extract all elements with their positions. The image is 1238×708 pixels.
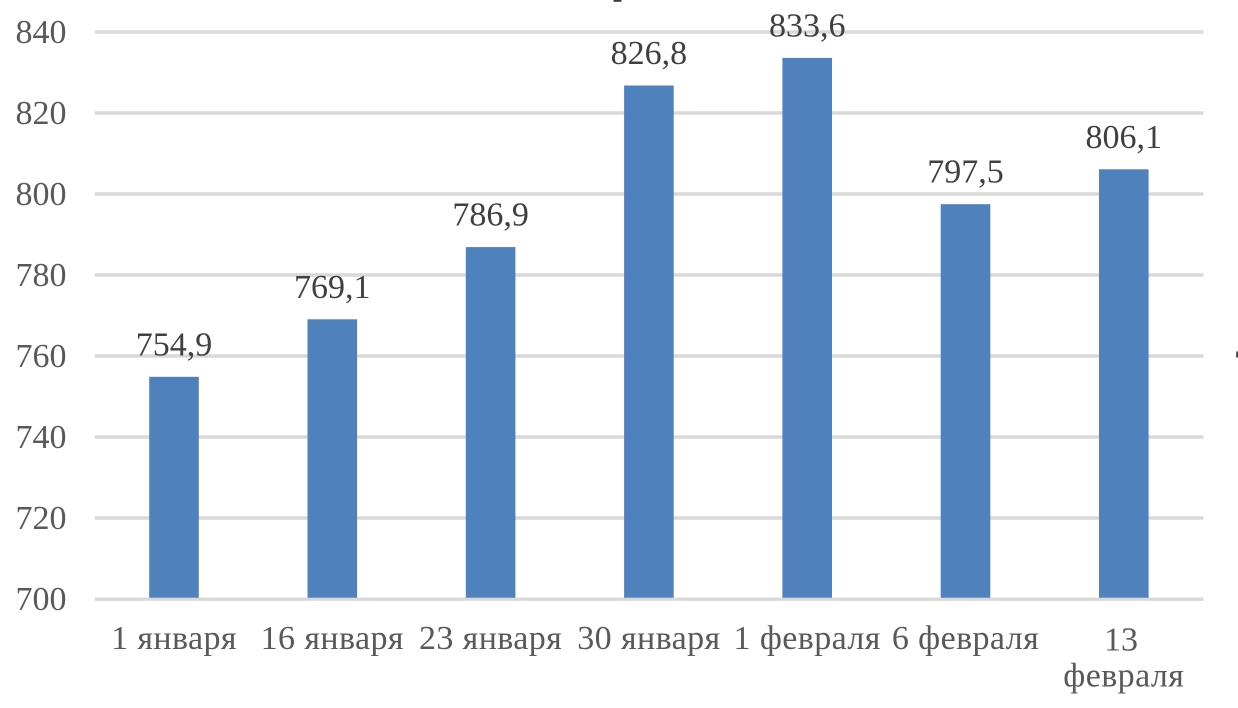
svg-text:833,6: 833,6 [769,7,846,44]
svg-text:февраля: февраля [1063,658,1184,695]
svg-text:806,1: 806,1 [1086,119,1163,156]
svg-text:13: 13 [1104,622,1138,659]
svg-text:30 января: 30 января [577,620,720,657]
svg-text:720: 720 [16,500,67,537]
svg-text:840: 840 [16,14,67,51]
svg-text:16 января: 16 января [261,620,404,657]
svg-text:780: 780 [16,257,67,294]
svg-text:800: 800 [16,176,67,213]
svg-text:1 января: 1 января [111,620,237,657]
svg-text:754,9: 754,9 [136,326,213,363]
svg-text:1 февраля: 1 февраля [734,620,881,657]
svg-text:740: 740 [16,419,67,456]
svg-text:23 января: 23 января [419,620,562,657]
svg-text:6 февраля: 6 февраля [892,620,1039,657]
svg-text:820: 820 [16,95,67,132]
svg-text:760: 760 [16,338,67,375]
svg-text:826,8: 826,8 [611,35,688,72]
svg-text:700: 700 [16,581,67,618]
svg-text:786,9: 786,9 [452,197,529,234]
svg-text:769,1: 769,1 [294,269,371,306]
svg-text:797,5: 797,5 [927,154,1004,191]
